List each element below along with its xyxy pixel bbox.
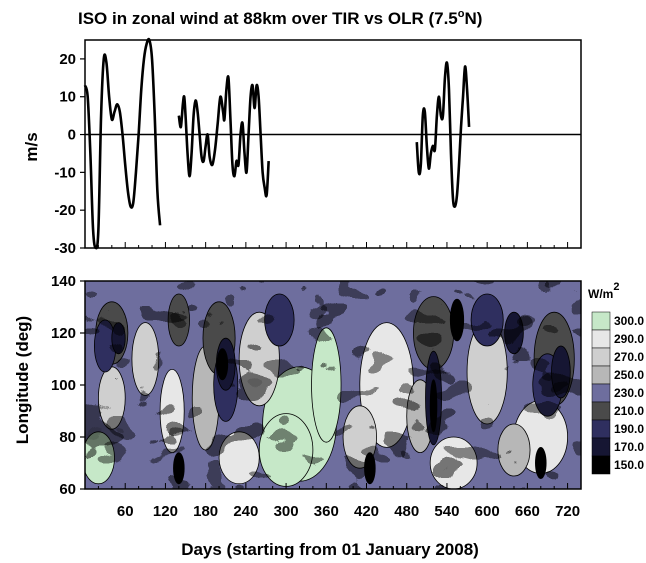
wind-series-line bbox=[177, 75, 270, 198]
chart-title: ISO in zonal wind at 88km over TIR vs OL… bbox=[78, 8, 482, 28]
colorbar-label: 190.0 bbox=[614, 422, 644, 436]
colorbar-label: 230.0 bbox=[614, 386, 644, 400]
olr-x-tick-label: 300 bbox=[274, 503, 299, 520]
colorbar-unit: W/m2 bbox=[588, 281, 619, 301]
colorbar-swatch bbox=[591, 365, 611, 385]
wind-y-axis-label: m/s bbox=[22, 132, 41, 161]
olr-x-tick-label: 600 bbox=[475, 503, 500, 520]
wind-y-tick-label: -10 bbox=[54, 164, 76, 181]
colorbar-label: 170.0 bbox=[614, 440, 644, 454]
colorbar-swatch bbox=[591, 311, 611, 331]
wind-y-ticks: -30 -20 -10 0 10 20 bbox=[54, 51, 85, 257]
olr-x-tick-label: 480 bbox=[394, 503, 419, 520]
colorbar-swatch bbox=[591, 419, 611, 439]
colorbar-label: 150.0 bbox=[614, 458, 644, 472]
colorbar-unit-base: W/m bbox=[588, 287, 613, 301]
wind-plot-frame bbox=[84, 39, 582, 249]
colorbar-label: 300.0 bbox=[614, 314, 644, 328]
olr-x-tick-label: 240 bbox=[233, 503, 258, 520]
olr-x-tick-label: 120 bbox=[153, 503, 178, 520]
olr-x-ticks: 60 120 180 240 300 360 420 480 540 600 660 720 bbox=[97, 483, 582, 520]
colorbar-label: 290.0 bbox=[614, 332, 644, 346]
colorbar-label: 270.0 bbox=[614, 350, 644, 364]
title-main: ISO in zonal wind at 88km over TIR vs OL… bbox=[78, 9, 458, 28]
olr-x-tick-label: 720 bbox=[555, 503, 580, 520]
colorbar-label: 210.0 bbox=[614, 404, 644, 418]
colorbar-unit-sup: 2 bbox=[613, 281, 619, 293]
wind-series-line bbox=[83, 37, 162, 250]
colorbar-swatch bbox=[591, 347, 611, 367]
wind-panel: -30 -20 -10 0 10 20 m/s bbox=[22, 37, 582, 257]
wind-y-tick-label: -20 bbox=[54, 202, 76, 219]
olr-y-tick-label: 60 bbox=[59, 481, 76, 498]
olr-x-axis-label: Days (starting from 01 January 2008) bbox=[181, 540, 479, 559]
wind-series bbox=[83, 37, 471, 250]
wind-y-tick-label: 10 bbox=[59, 89, 76, 106]
olr-x-tick-label: 180 bbox=[193, 503, 218, 520]
olr-x-tick-label: 360 bbox=[314, 503, 339, 520]
colorbar: W/m2 300.0 290.0 270.0 250.0 230.0 210.0 190.0… bbox=[588, 281, 644, 475]
colorbar-swatch bbox=[591, 455, 611, 475]
olr-y-tick-label: 120 bbox=[51, 325, 76, 342]
olr-y-ticks: 60 80 100 120 140 bbox=[51, 273, 85, 498]
colorbar-swatch bbox=[591, 401, 611, 421]
olr-x-tick-label: 660 bbox=[515, 503, 540, 520]
title-degree-sup: o bbox=[458, 8, 465, 20]
olr-x-tick-label: 540 bbox=[434, 503, 459, 520]
olr-y-tick-label: 80 bbox=[59, 429, 76, 446]
colorbar-swatch bbox=[591, 437, 611, 457]
title-end: N) bbox=[465, 9, 483, 28]
olr-x-tick-label: 60 bbox=[117, 503, 134, 520]
wind-series-line bbox=[415, 61, 471, 209]
olr-panel: 60 80 100 120 140 60 120 180 240 300 360 420 480 540… bbox=[13, 273, 582, 559]
colorbar-label: 250.0 bbox=[614, 368, 644, 382]
colorbar-swatch bbox=[591, 329, 611, 349]
wind-y-tick-label: -30 bbox=[54, 240, 76, 257]
olr-contour-field bbox=[85, 281, 581, 489]
olr-y-axis-label: Longitude (deg) bbox=[13, 316, 32, 444]
olr-y-tick-label: 140 bbox=[51, 273, 76, 290]
wind-y-tick-label: 20 bbox=[59, 51, 76, 68]
colorbar-swatch bbox=[591, 383, 611, 403]
olr-y-tick-label: 100 bbox=[51, 377, 76, 394]
olr-x-tick-label: 420 bbox=[354, 503, 379, 520]
wind-y-tick-label: 0 bbox=[68, 127, 76, 144]
